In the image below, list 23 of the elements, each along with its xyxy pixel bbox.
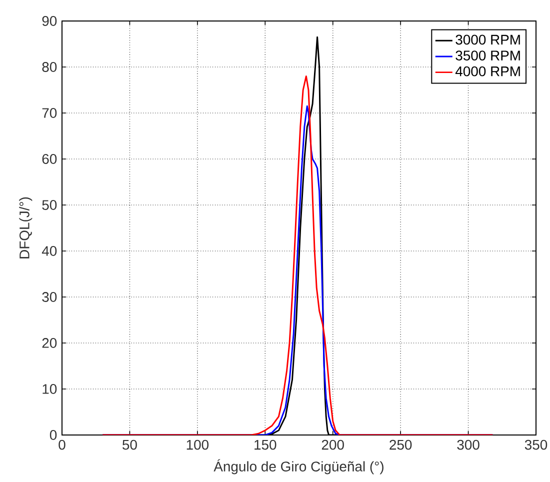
legend-label: 4000 RPM [455, 66, 520, 76]
y-tick-label: 50 [42, 200, 57, 210]
y-tick-label: 60 [42, 154, 57, 164]
x-tick-label: 350 [524, 440, 548, 450]
x-tick-label: 250 [390, 440, 412, 450]
x-tick-label: 0 [58, 440, 66, 450]
y-axis-title: DFQL(J/°) [19, 197, 32, 258]
y-tick-label: 40 [42, 246, 57, 256]
x-tick-label: 200 [322, 440, 344, 450]
legend-label: 3000 RPM [456, 34, 520, 45]
y-tick-label: 0 [50, 430, 57, 440]
y-tick-label: 10 [42, 384, 57, 394]
y-tick-label: 70 [42, 108, 57, 118]
x-tick-label: 50 [122, 440, 137, 450]
y-tick-label: 80 [42, 62, 57, 72]
x-axis-title: Ángulo de Giro Cigüeñal (°) [214, 459, 384, 474]
y-tick-label: 20 [42, 338, 57, 348]
x-tick-label: 150 [254, 440, 276, 450]
y-tick-label: 30 [42, 292, 57, 302]
legend-label: 3500 RPM [456, 50, 520, 60]
y-tick-label: 90 [42, 16, 57, 26]
x-tick-label: 100 [186, 440, 209, 450]
x-tick-label: 300 [457, 440, 480, 450]
